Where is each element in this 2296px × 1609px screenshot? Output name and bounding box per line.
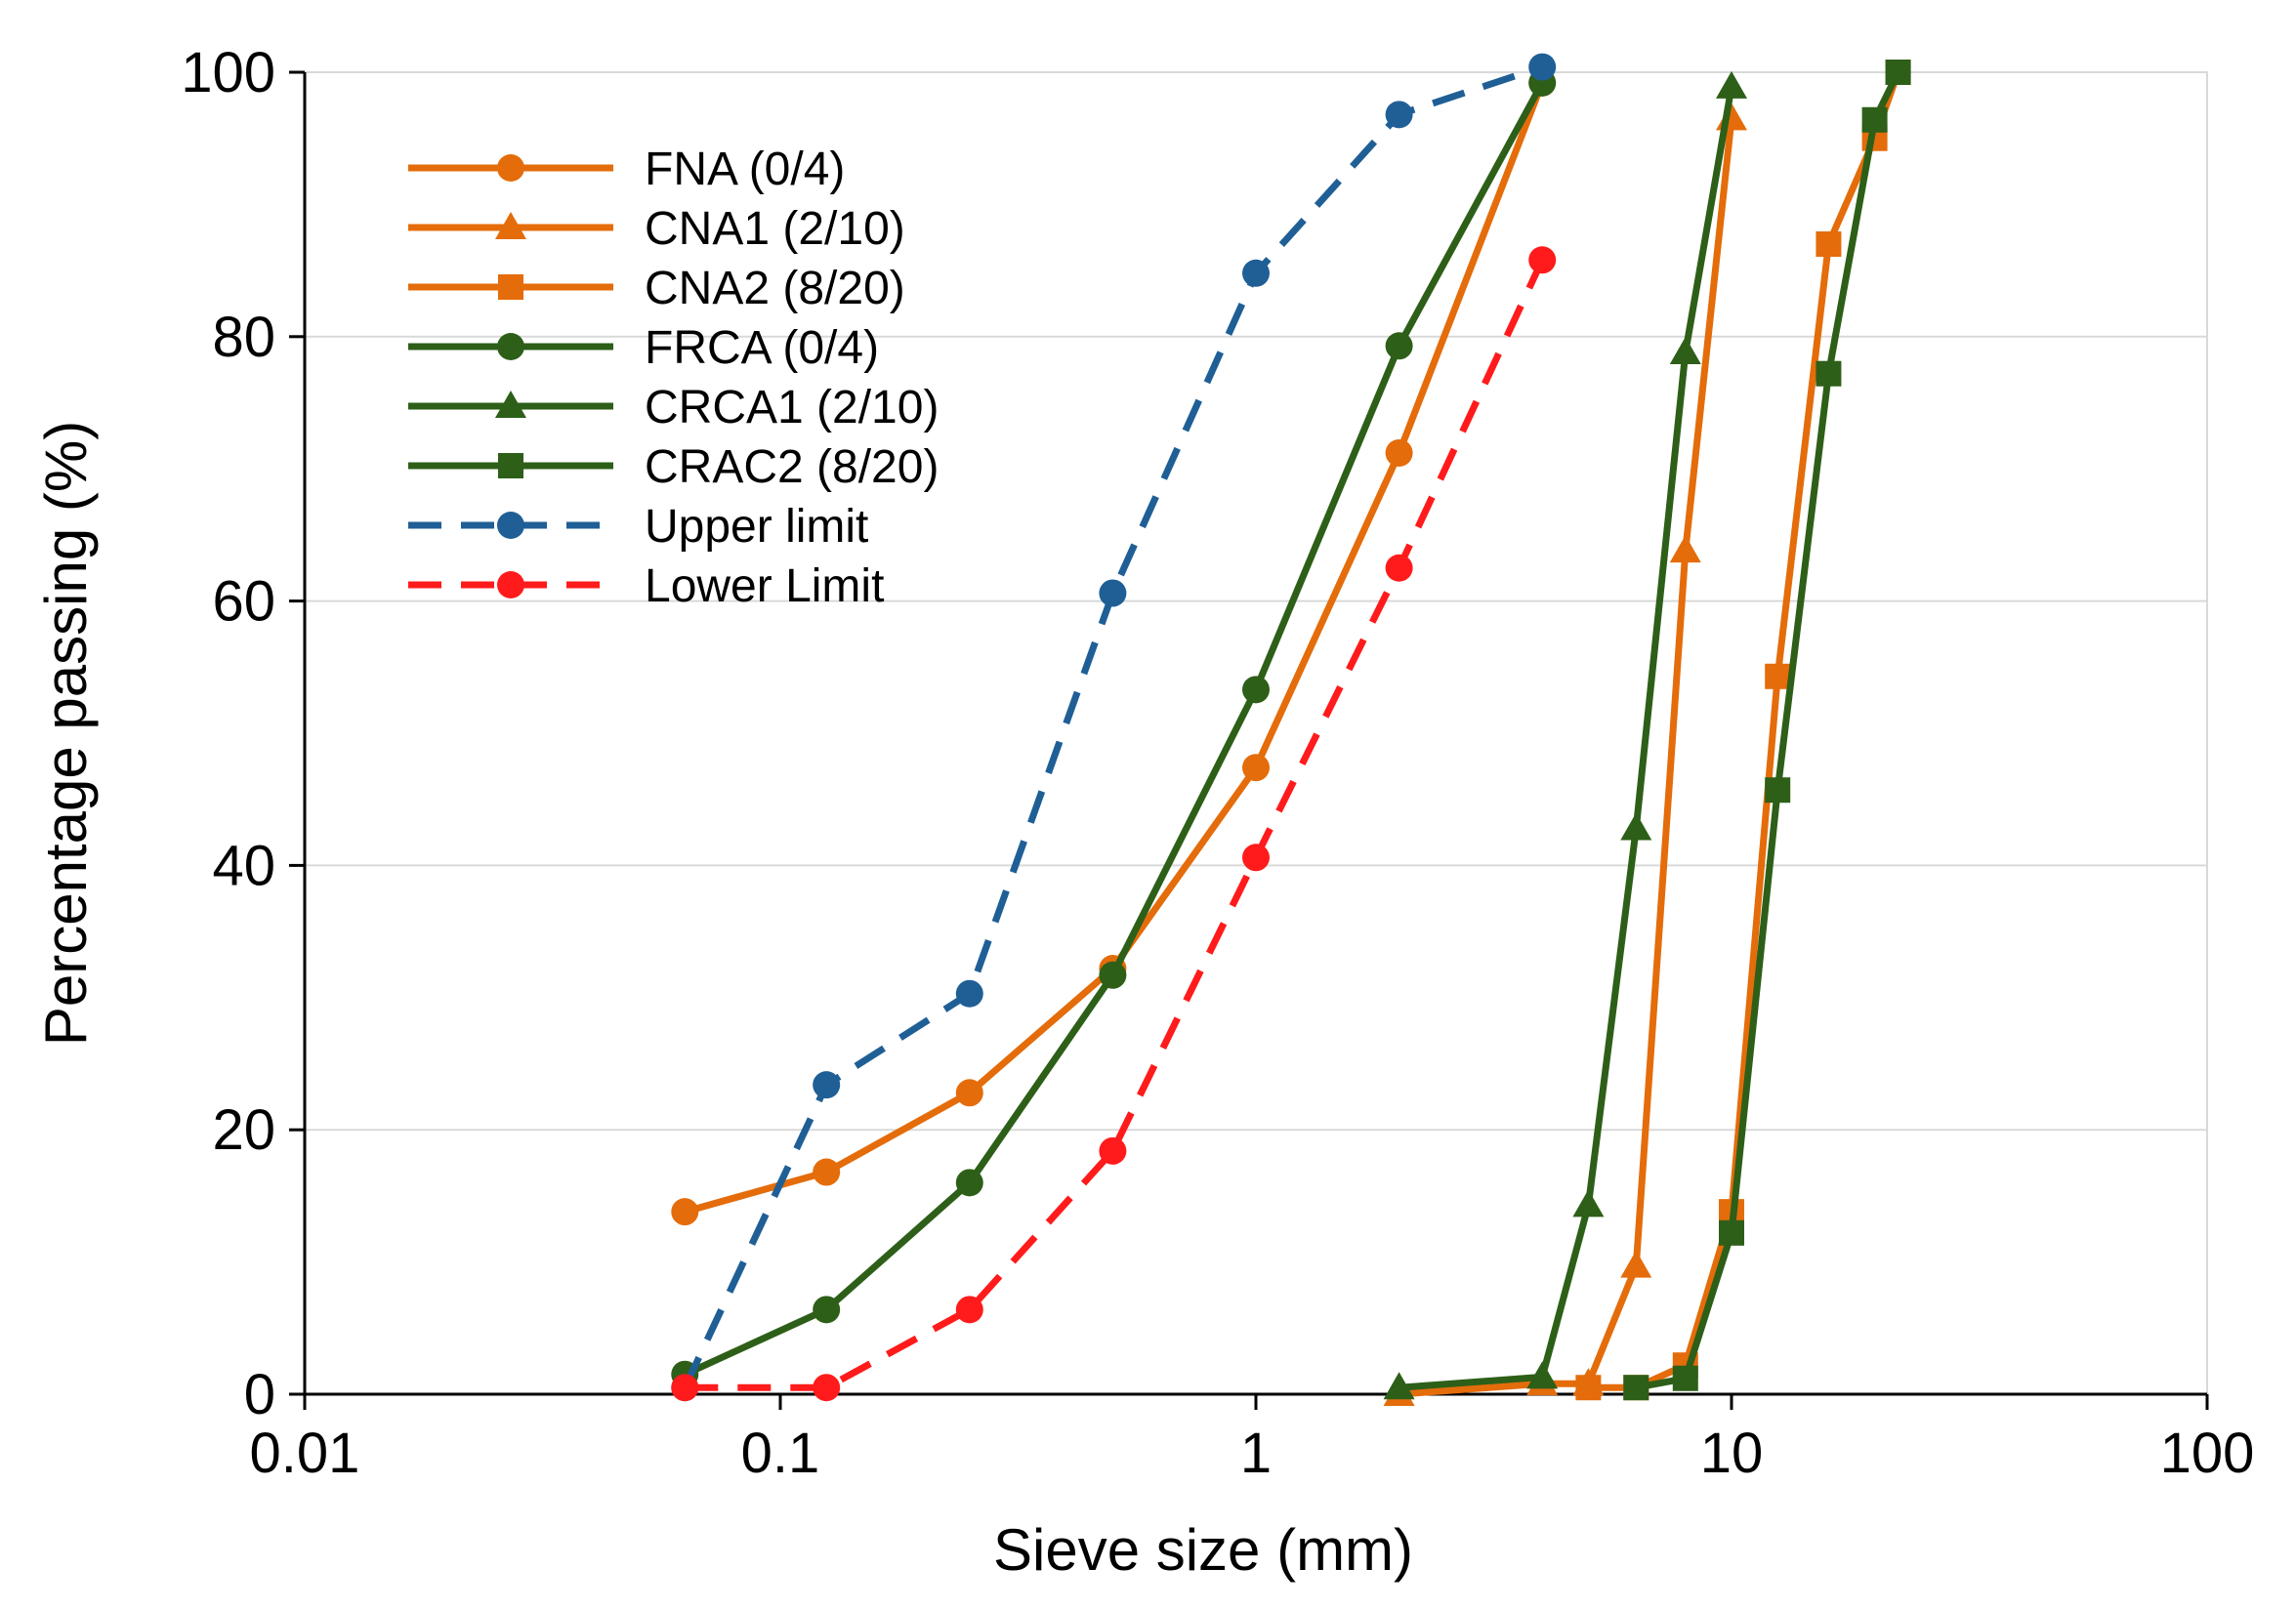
legend-entry: CRAC2 (8/20) (408, 441, 939, 493)
y-tick-label: 20 (212, 1098, 275, 1162)
data-point (1242, 259, 1270, 287)
legend-marker (497, 333, 524, 360)
data-point (1672, 1365, 1698, 1391)
data-point (955, 1296, 983, 1324)
legend-entry: Upper limit (408, 501, 868, 553)
x-tick-label: 1 (1240, 1422, 1272, 1485)
data-point (813, 1071, 841, 1099)
data-point (1719, 1219, 1744, 1246)
x-tick-label: 0.01 (250, 1422, 360, 1485)
data-point (1385, 101, 1413, 129)
data-series (671, 53, 1911, 1406)
data-point (1669, 535, 1701, 563)
x-axis-title: Sieve size (mm) (993, 1517, 1413, 1583)
data-point (1099, 579, 1127, 607)
data-point (1385, 554, 1413, 582)
data-point (1528, 246, 1557, 274)
data-point (671, 1198, 699, 1226)
data-point (813, 1296, 841, 1324)
axes (289, 70, 2209, 1410)
y-tick-label: 60 (212, 570, 275, 634)
x-tick-label: 0.1 (741, 1422, 820, 1485)
legend-entry: CRCA1 (2/10) (408, 382, 939, 433)
series-4 (1383, 70, 1747, 1400)
data-point (1716, 70, 1747, 99)
legend-label: Upper limit (645, 501, 868, 553)
data-point (1385, 332, 1413, 360)
plot-area (304, 71, 2208, 1395)
legend-label: Lower Limit (645, 560, 884, 612)
data-point (813, 1374, 841, 1402)
data-point (1623, 1375, 1649, 1401)
y-tick-label: 100 (181, 41, 275, 104)
series-5 (1623, 60, 1911, 1401)
y-tick-label: 40 (212, 834, 275, 897)
legend-entry: FNA (0/4) (408, 144, 845, 195)
data-point (1099, 961, 1127, 989)
data-point (955, 1079, 983, 1107)
legend-entry: CNA2 (8/20) (408, 263, 905, 314)
legend-label: CNA1 (2/10) (645, 203, 905, 255)
data-point (671, 1374, 699, 1402)
data-point (1861, 106, 1888, 133)
data-point (1620, 1250, 1652, 1278)
data-point (1816, 360, 1842, 387)
series-line (1398, 118, 1735, 1398)
data-point (955, 1169, 983, 1197)
data-point (1526, 1361, 1559, 1389)
legend: FNA (0/4) CNA1 (2/10) CNA2 (8/20) FRCA (0/4… (408, 144, 939, 612)
x-tick-label: 100 (2160, 1422, 2255, 1485)
data-point (1242, 676, 1270, 704)
data-point (813, 1158, 841, 1186)
legend-marker (497, 154, 524, 182)
y-tick-label: 80 (212, 306, 275, 369)
data-point (1528, 53, 1557, 81)
data-point (1242, 844, 1270, 872)
data-point (1572, 1189, 1605, 1217)
series-7 (671, 246, 1557, 1402)
series-line (1398, 86, 1735, 1391)
data-point (1765, 663, 1791, 689)
legend-marker (495, 212, 526, 239)
legend-marker (495, 391, 526, 418)
legend-marker (497, 571, 524, 598)
y-axis-title: Percentage passing (%) (33, 421, 99, 1046)
legend-label: FNA (0/4) (645, 144, 845, 195)
legend-marker (497, 512, 524, 539)
legend-entry: Lower Limit (408, 560, 884, 612)
legend-label: FRCA (0/4) (645, 322, 879, 374)
legend-marker (498, 453, 523, 478)
data-point (1885, 60, 1911, 85)
legend-entry: CNA1 (2/10) (408, 203, 905, 255)
legend-label: CRCA1 (2/10) (645, 382, 939, 433)
x-tick-label: 10 (1700, 1422, 1764, 1485)
data-point (1383, 1372, 1415, 1400)
data-point (1816, 231, 1842, 258)
data-point (1242, 754, 1270, 782)
legend-label: CNA2 (8/20) (645, 263, 905, 314)
data-point (1575, 1375, 1602, 1401)
data-point (1385, 438, 1413, 467)
tick-labels: 0 20 40 60 80 100 0.01 0.1 1 10 100 (181, 41, 2254, 1485)
data-point (1099, 1136, 1127, 1165)
legend-label: CRAC2 (8/20) (645, 441, 939, 493)
legend-entry: FRCA (0/4) (408, 322, 879, 374)
y-tick-label: 0 (244, 1363, 275, 1426)
data-point (1669, 337, 1701, 365)
data-point (955, 979, 983, 1008)
data-point (1765, 777, 1791, 804)
legend-marker (498, 274, 523, 300)
data-point (1620, 812, 1652, 841)
